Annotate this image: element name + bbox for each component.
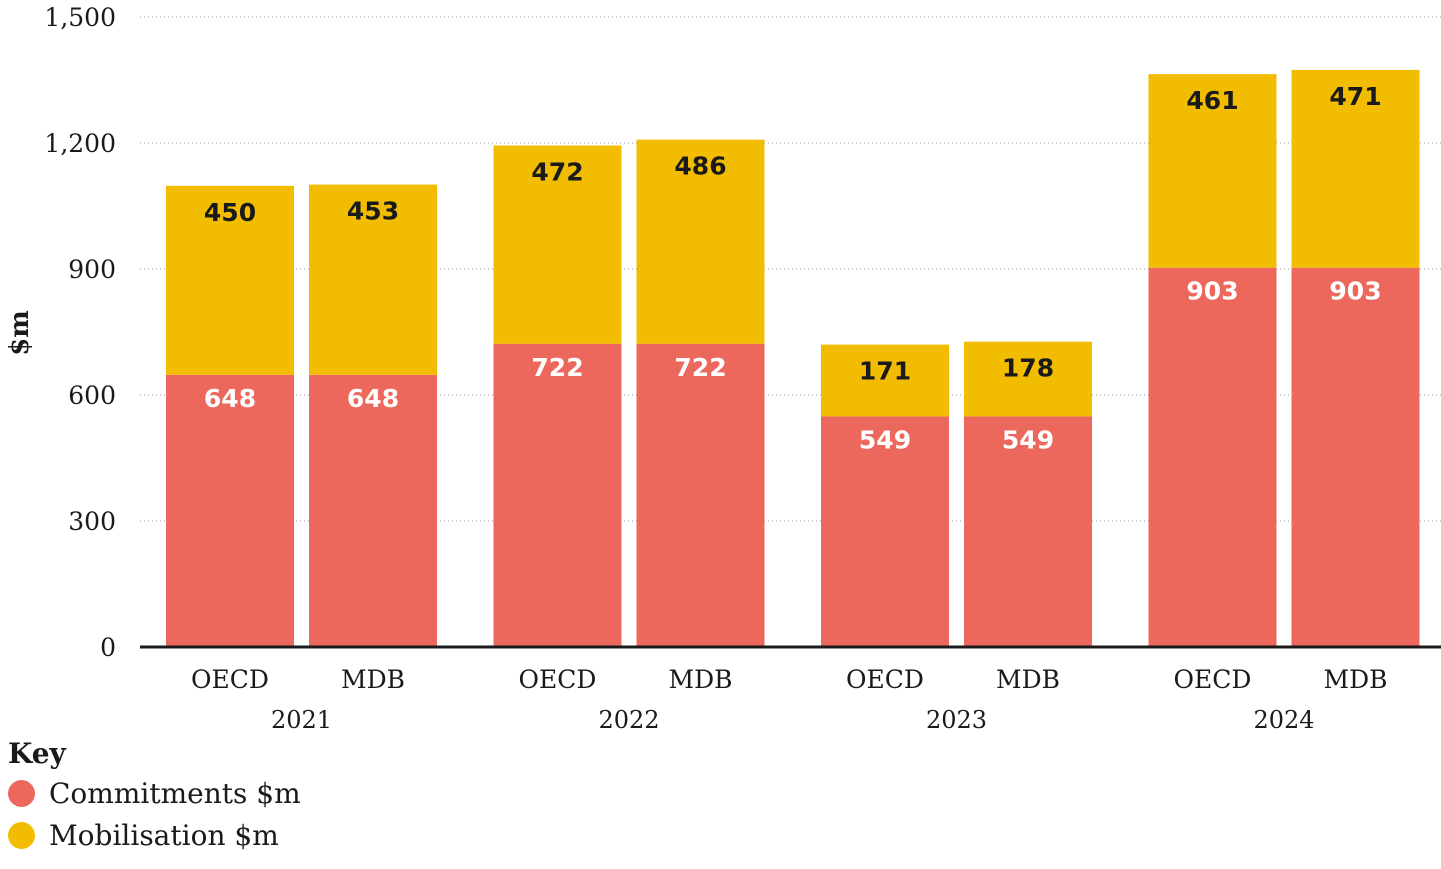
legend-item-mobilisation: Mobilisation $m — [8, 814, 301, 856]
legend: Key Commitments $m Mobilisation $m — [8, 736, 301, 856]
bar-mobilisation — [821, 344, 949, 417]
stacked-bar-chart: 0 300 600 900 1,200 1,500 $m 648 450 648 453 722 4… — [5, 3, 1441, 730]
bar-commitments — [964, 416, 1092, 647]
y-tick-label: 1,200 — [44, 129, 116, 158]
legend-title: Key — [8, 737, 66, 770]
bar-mobilisation — [1148, 74, 1277, 268]
data-label-mobilisation: 453 — [347, 197, 399, 226]
x-group-label: 2023 — [926, 706, 987, 730]
y-tick-label: 1,500 — [44, 3, 116, 32]
x-category-label: MDB — [1323, 665, 1387, 694]
bar-mobilisation — [964, 341, 1092, 417]
x-group-label: 2021 — [271, 706, 332, 730]
y-axis-ticks: 0 300 600 900 1,200 1,500 — [44, 3, 116, 662]
bar-commitments — [1291, 267, 1420, 647]
y-tick-label: 600 — [68, 381, 116, 410]
legend-item-commitments: Commitments $m — [8, 772, 301, 814]
legend-swatch-commitments — [8, 779, 35, 807]
x-group-label: 2022 — [598, 706, 659, 730]
bar-mobilisation — [1291, 69, 1420, 268]
data-label-mobilisation: 471 — [1329, 82, 1381, 111]
legend-swatch-mobilisation — [8, 821, 35, 849]
data-label-commitments: 722 — [674, 353, 726, 382]
data-label-mobilisation: 461 — [1186, 86, 1238, 115]
data-label-mobilisation: 486 — [674, 152, 726, 181]
bar-mobilisation — [309, 184, 437, 375]
data-label-mobilisation: 472 — [531, 158, 583, 187]
bar-mobilisation — [493, 145, 622, 344]
x-category-label: OECD — [1174, 665, 1252, 694]
x-category-label: OECD — [191, 665, 269, 694]
y-tick-label: 0 — [100, 633, 116, 662]
y-tick-label: 900 — [68, 255, 116, 284]
legend-label-mobilisation: Mobilisation $m — [49, 818, 279, 852]
x-category-label: MDB — [668, 665, 732, 694]
y-axis-label: $m — [5, 310, 35, 356]
bar-commitments — [166, 374, 294, 647]
x-category-label: OECD — [846, 665, 924, 694]
bar-commitments — [309, 374, 437, 647]
data-label-commitments: 648 — [347, 384, 399, 413]
data-label-commitments: 549 — [859, 425, 911, 454]
legend-label-commitments: Commitments $m — [49, 776, 301, 810]
bar-commitments — [1148, 267, 1277, 647]
data-label-commitments: 903 — [1329, 277, 1381, 306]
bar-commitments — [636, 343, 765, 647]
bar-commitments — [493, 343, 622, 647]
data-label-commitments: 722 — [531, 353, 583, 382]
bars: 648 450 648 453 722 472 722 486 549 171 549 178 903 4… — [166, 69, 1420, 647]
y-tick-label: 300 — [68, 507, 116, 536]
x-category-label: OECD — [519, 665, 597, 694]
x-category-label: MDB — [996, 665, 1060, 694]
data-label-commitments: 903 — [1186, 277, 1238, 306]
bar-mobilisation — [636, 139, 765, 344]
x-category-label: MDB — [341, 665, 405, 694]
data-label-commitments: 648 — [204, 384, 256, 413]
data-label-mobilisation: 178 — [1002, 354, 1054, 383]
data-label-mobilisation: 450 — [204, 198, 256, 227]
data-label-mobilisation: 171 — [859, 357, 911, 386]
data-label-commitments: 549 — [1002, 425, 1054, 454]
bar-mobilisation — [166, 185, 294, 375]
bar-commitments — [821, 416, 949, 647]
x-group-label: 2024 — [1253, 706, 1314, 730]
